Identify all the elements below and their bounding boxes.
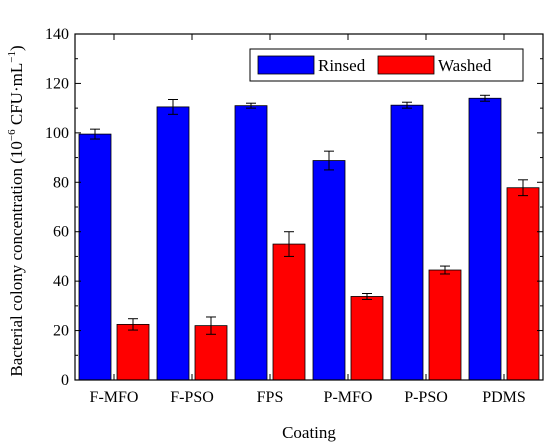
error-bar-washed-f-mfo [128, 318, 138, 331]
error-bar-rinsed-f-mfo [90, 128, 100, 140]
legend-label-washed: Washed [438, 56, 492, 75]
y-tick-label: 60 [53, 224, 69, 241]
bar-rinsed-f-pso [156, 106, 190, 381]
error-bar-washed-fps [284, 231, 294, 257]
legend-swatch-washed [377, 55, 435, 75]
y-axis: 0 20 40 60 80 100 120 140 [45, 26, 543, 389]
y-axis-title-unit: CFU·mL [7, 63, 26, 130]
error-bar-washed-p-mfo [362, 293, 372, 300]
legend-swatch-rinsed [257, 55, 315, 75]
x-tick-label-fps: FPS [257, 389, 284, 406]
y-tick-label: 100 [45, 125, 69, 142]
x-tick-label-p-mfo: P-MFO [324, 389, 373, 406]
legend-label-rinsed: Rinsed [318, 56, 366, 75]
bar-washed-f-mfo [116, 323, 150, 381]
y-axis-title-unit-exponent: −1 [6, 51, 18, 63]
y-tick-label: 20 [53, 323, 69, 340]
y-tick-label: 120 [45, 75, 69, 92]
x-tick-label-pdms: PDMS [482, 389, 526, 406]
x-tick-label-f-mfo: F-MFO [90, 389, 139, 406]
error-bar-rinsed-p-pso [402, 101, 412, 109]
x-axis: F-MFO F-PSO FPS P-MFO P-PSO PDMS [90, 34, 526, 406]
bar-rinsed-p-mfo [312, 160, 346, 381]
bar-washed-fps [272, 243, 306, 381]
error-bars-layer [90, 94, 528, 335]
error-bar-washed-pdms [518, 179, 528, 197]
y-tick-label: 80 [53, 174, 69, 191]
y-axis-title: Bacterial colony concentration (10−6 CFU… [6, 45, 26, 376]
x-tick-label-f-pso: F-PSO [170, 389, 214, 406]
legend: Rinsed Washed [249, 48, 524, 82]
x-axis-title: Coating [282, 423, 336, 442]
error-bar-washed-f-pso [206, 316, 216, 335]
bars-layer [78, 97, 540, 381]
bar-washed-pdms [506, 187, 540, 381]
bar-washed-p-pso [428, 269, 462, 381]
y-tick-label: 0 [61, 372, 69, 389]
error-bar-washed-p-pso [440, 265, 450, 275]
error-bar-rinsed-pdms [480, 94, 490, 102]
y-tick-label: 40 [53, 273, 69, 290]
bar-rinsed-pdms [468, 97, 502, 381]
error-bar-rinsed-f-pso [168, 98, 178, 115]
y-axis-title-main: Bacterial colony concentration (10 [7, 141, 26, 377]
error-bar-rinsed-fps [246, 102, 256, 109]
bar-rinsed-p-pso [390, 104, 424, 381]
bar-rinsed-f-mfo [78, 133, 112, 381]
x-tick-label-p-pso: P-PSO [404, 389, 448, 406]
bar-washed-p-mfo [350, 296, 384, 381]
error-bar-rinsed-p-mfo [324, 150, 334, 171]
y-axis-title-exponent: −6 [6, 129, 18, 141]
y-tick-label: 140 [45, 26, 69, 43]
y-axis-title-close: ) [7, 45, 26, 51]
bar-rinsed-fps [234, 105, 268, 381]
